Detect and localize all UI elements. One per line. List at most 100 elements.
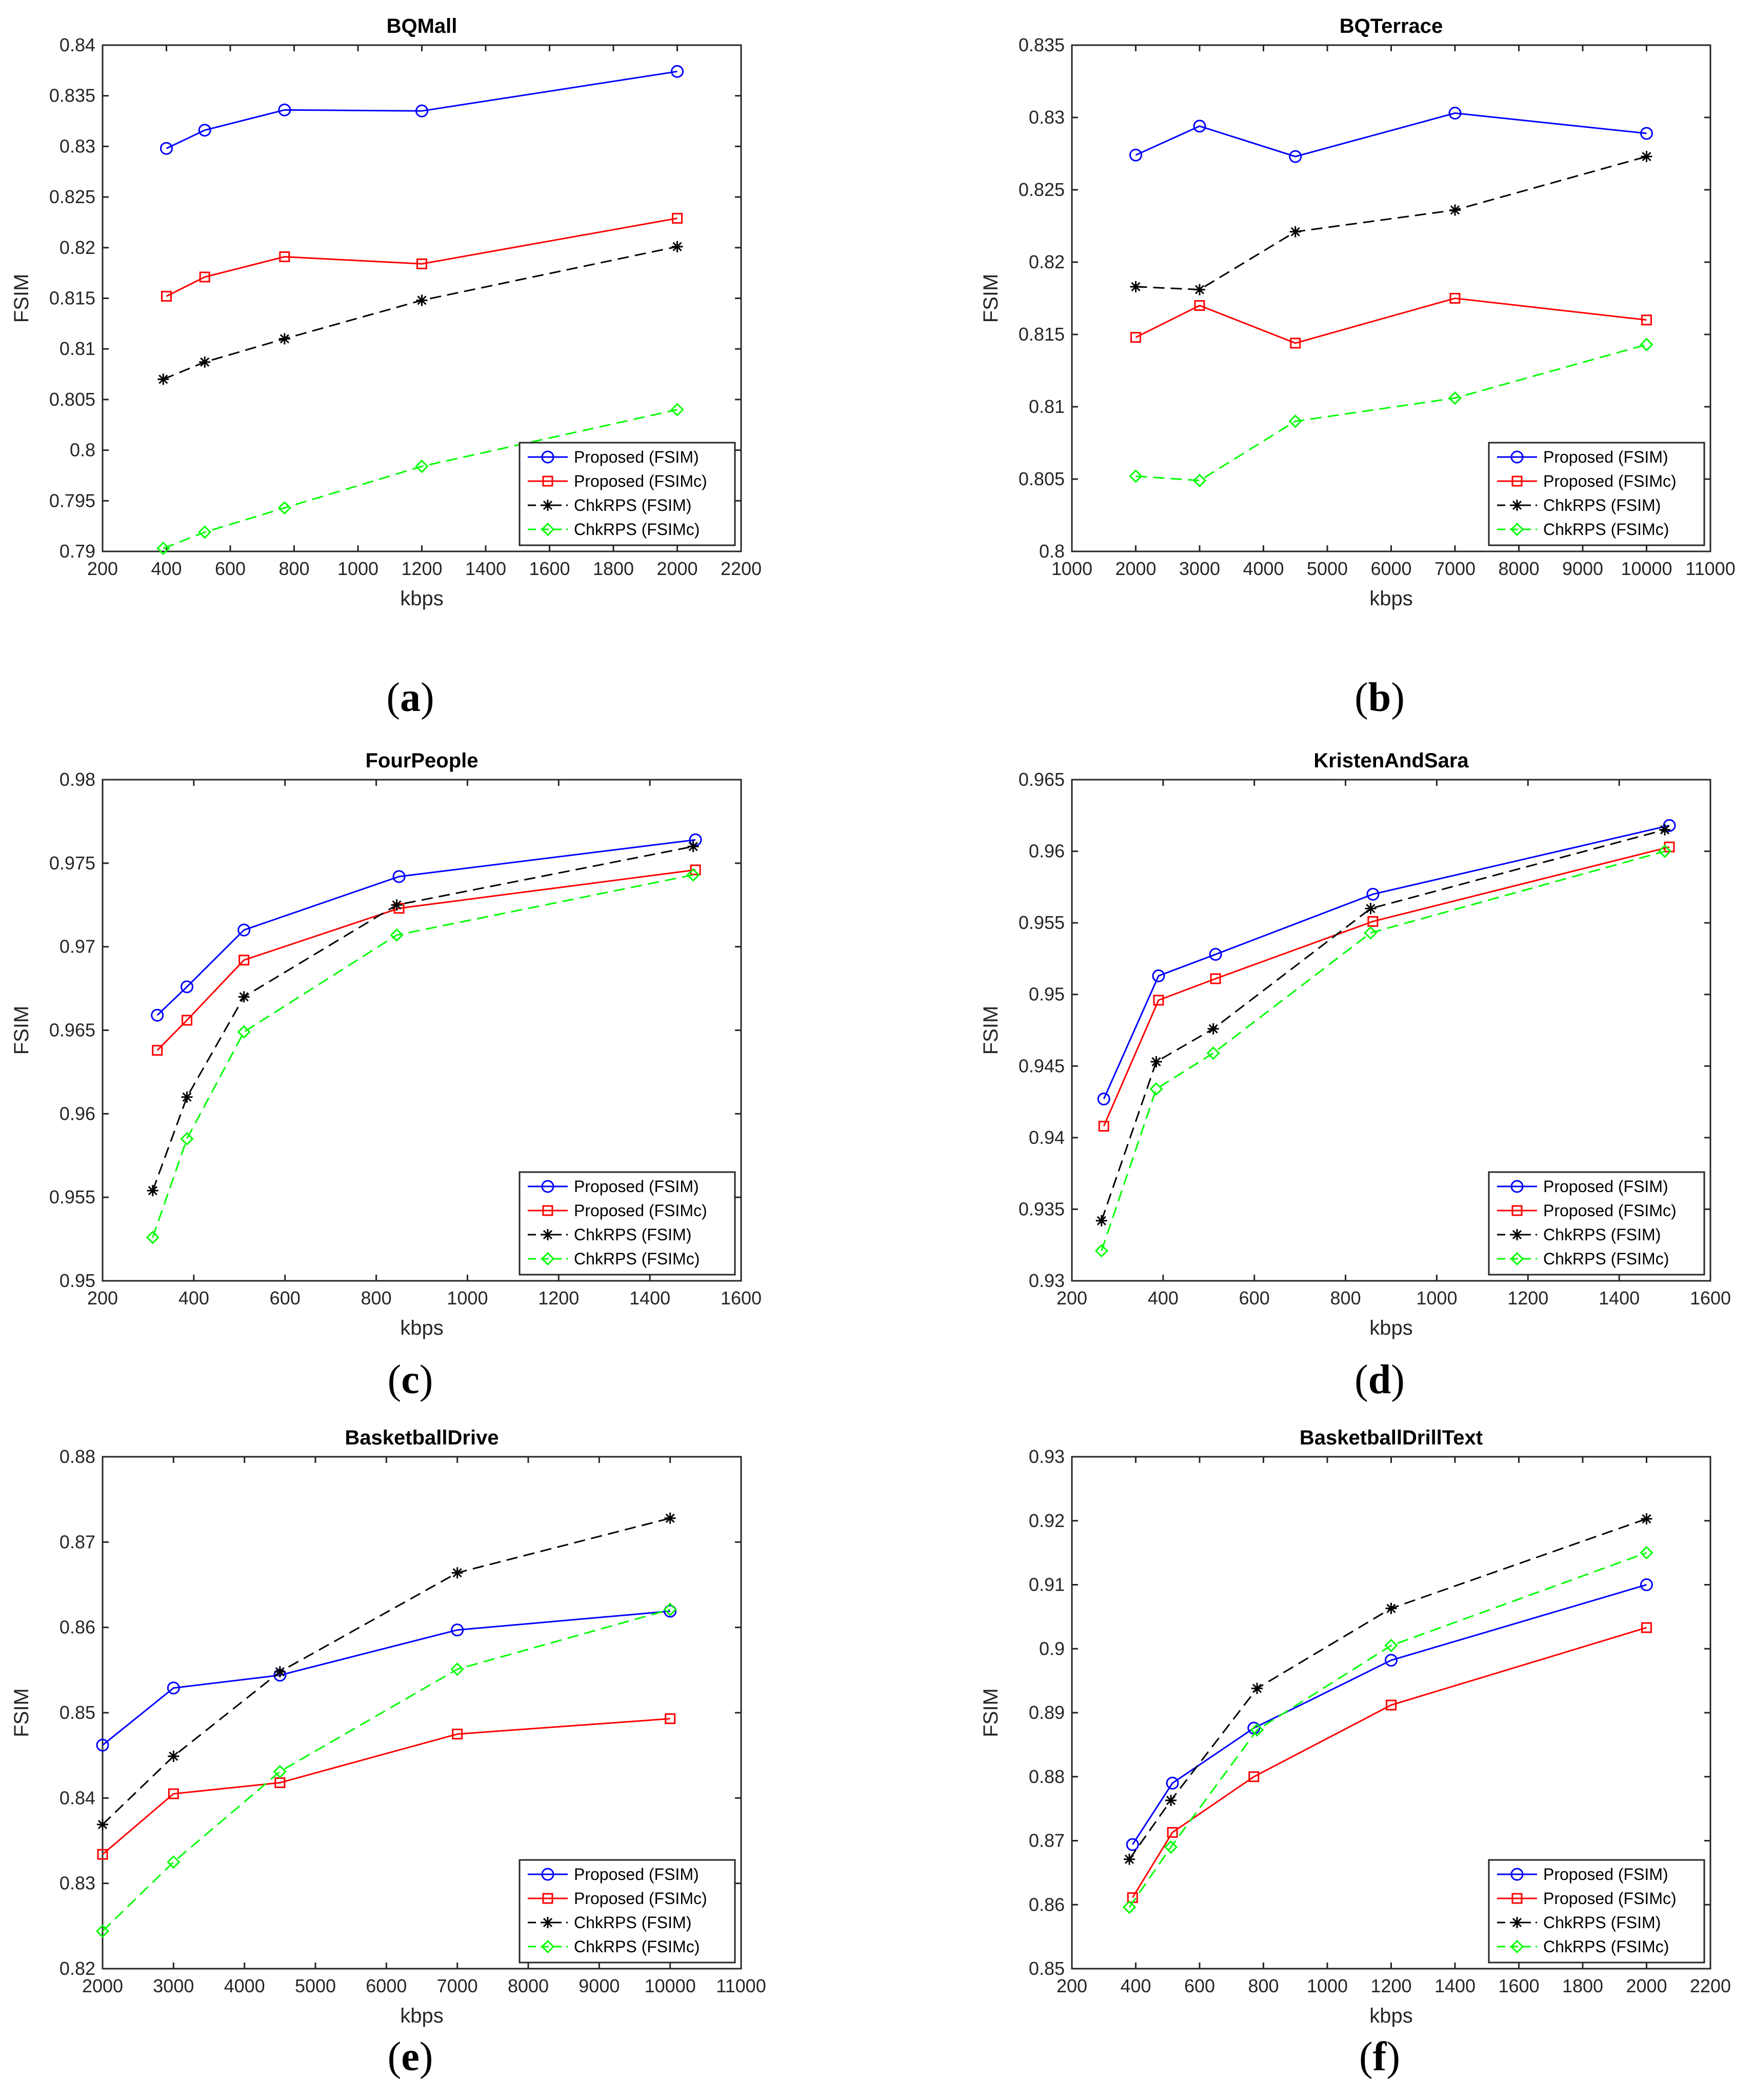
legend-marker [1511, 500, 1523, 511]
data-point [1122, 1900, 1137, 1914]
legend-label: ChkRPS (FSIM) [574, 1225, 691, 1244]
legend-entry: ChkRPS (FSIM) [1497, 1225, 1661, 1244]
y-tick-label: 0.89 [1029, 1702, 1065, 1723]
caption-b: (b) [1354, 675, 1405, 720]
legend-entry: ChkRPS (FSIMc) [528, 1937, 700, 1956]
data-point [1385, 1654, 1398, 1667]
x-tick-label: 6000 [366, 1975, 407, 1996]
x-tick-label: 2000 [656, 558, 697, 579]
legend-label: Proposed (FSIMc) [1543, 472, 1677, 490]
y-axis-label: FSIM [10, 1688, 33, 1737]
y-tick-label: 0.82 [1029, 251, 1065, 272]
legend-entry: Proposed (FSIMc) [528, 1889, 707, 1908]
series-2 [1130, 151, 1652, 295]
x-tick-label: 800 [361, 1287, 392, 1309]
y-axis-label: FSIM [10, 274, 33, 323]
series-line [1131, 1627, 1647, 1898]
series-3 [1129, 338, 1653, 487]
y-tick-label: 0.86 [1029, 1894, 1065, 1915]
legend-label: ChkRPS (FSIM) [1543, 1913, 1661, 1932]
data-point [168, 1788, 179, 1799]
x-tick-label: 8000 [1498, 558, 1539, 579]
x-tick-label: 1200 [1507, 1287, 1548, 1309]
x-tick-label: 1400 [465, 558, 506, 579]
data-point [1289, 226, 1301, 237]
x-tick-label: 2000 [1626, 1975, 1667, 1996]
x-tick-label: 1800 [593, 558, 634, 579]
x-tick-label: 2000 [1115, 558, 1156, 579]
legend-marker [541, 1939, 555, 1954]
y-tick-label: 0.965 [1019, 769, 1065, 790]
data-point [671, 65, 684, 78]
x-tick-label: 11000 [1685, 558, 1735, 579]
data-point [1448, 107, 1462, 120]
y-tick-label: 0.81 [59, 338, 95, 359]
x-tick-label: 200 [87, 558, 118, 579]
data-point [198, 124, 211, 137]
y-tick-label: 0.815 [1019, 324, 1065, 345]
data-point [237, 923, 251, 937]
y-tick-label: 0.835 [1019, 34, 1065, 55]
data-point [392, 870, 406, 883]
x-tick-label: 3000 [1179, 558, 1220, 579]
legend-entry: ChkRPS (FSIM) [1497, 496, 1661, 514]
x-tick-label: 1600 [721, 1287, 762, 1309]
legend-label: Proposed (FSIM) [1543, 1865, 1668, 1884]
data-point [167, 1681, 180, 1695]
data-point [1210, 973, 1221, 984]
data-point [1152, 969, 1165, 982]
data-point [663, 1602, 677, 1616]
x-tick-label: 200 [1057, 1287, 1087, 1309]
series-line [102, 1718, 670, 1855]
data-point [1129, 148, 1142, 162]
y-axis-label: FSIM [10, 1006, 33, 1055]
x-axis-label: kbps [1369, 1317, 1413, 1339]
data-point [1288, 414, 1302, 428]
series-line [1128, 1552, 1647, 1908]
y-tick-label: 0.85 [1029, 1958, 1065, 1979]
legend-marker [541, 1868, 554, 1881]
caption-letter: c [401, 1357, 420, 1402]
legend-label: Proposed (FSIMc) [1543, 1889, 1677, 1908]
legend-box [519, 442, 736, 546]
y-tick-label: 0.8 [70, 440, 95, 461]
legend-entry: ChkRPS (FSIM) [528, 1225, 691, 1244]
data-point [1384, 1638, 1398, 1653]
legend-marker [1511, 476, 1523, 487]
x-tick-label: 4000 [1243, 558, 1284, 579]
data-point [1206, 1046, 1220, 1060]
x-tick-label: 5000 [1307, 558, 1348, 579]
legend-entry: Proposed (FSIM) [1497, 1177, 1668, 1196]
series-2 [157, 241, 683, 385]
x-tick-label: 4000 [224, 1975, 265, 1996]
data-point [156, 541, 170, 556]
y-tick-label: 0.95 [1029, 984, 1065, 1005]
y-tick-label: 0.87 [1029, 1830, 1065, 1851]
data-point [198, 525, 212, 539]
series-3 [95, 1602, 677, 1938]
series-3 [156, 403, 684, 556]
x-tick-label: 600 [270, 1287, 301, 1309]
x-tick-label: 1800 [1562, 1975, 1603, 1996]
legend-label: Proposed (FSIM) [574, 1177, 699, 1196]
legend-entry: ChkRPS (FSIM) [528, 496, 691, 514]
x-tick-label: 2200 [1690, 1975, 1731, 1996]
legend-marker [541, 1180, 554, 1193]
legend-entry: ChkRPS (FSIMc) [528, 1250, 700, 1268]
legend-entry: Proposed (FSIM) [528, 448, 699, 466]
series-3 [146, 868, 700, 1244]
legend-box [519, 1859, 736, 1964]
data-point [160, 142, 173, 155]
plot-frame [1071, 779, 1711, 1282]
data-point [1641, 1513, 1652, 1525]
legend-entry: Proposed (FSIMc) [528, 472, 707, 490]
legend: Proposed (FSIM) Proposed (FSIMc) ChkRPS (F… [1488, 442, 1705, 546]
legend-label: ChkRPS (FSIM) [574, 1913, 691, 1932]
legend-box [1488, 1859, 1705, 1964]
data-point [1251, 1682, 1263, 1694]
legend-entry: Proposed (FSIMc) [1497, 472, 1677, 490]
data-point [1130, 281, 1142, 292]
data-point [180, 1132, 194, 1146]
